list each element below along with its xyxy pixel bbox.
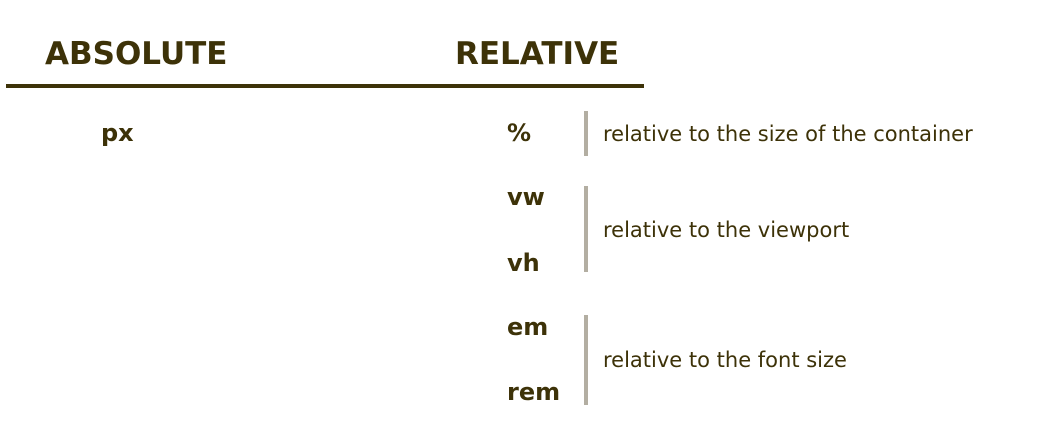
heading-relative: RELATIVE (455, 36, 620, 72)
group-bracket-font-size (584, 315, 588, 405)
description-font-size: relative to the font size (603, 348, 847, 372)
unit-percent: % (507, 119, 532, 147)
description-viewport: relative to the viewport (603, 218, 850, 242)
unit-vw: vw (507, 183, 545, 211)
unit-em: em (507, 313, 549, 341)
unit-px: px (101, 119, 134, 147)
unit-rem: rem (507, 378, 561, 406)
unit-vh: vh (507, 249, 540, 277)
header-divider (6, 84, 644, 88)
description-container: relative to the size of the container (603, 122, 973, 146)
group-bracket-container (584, 111, 588, 156)
heading-absolute: ABSOLUTE (45, 36, 228, 72)
group-bracket-viewport (584, 186, 588, 272)
